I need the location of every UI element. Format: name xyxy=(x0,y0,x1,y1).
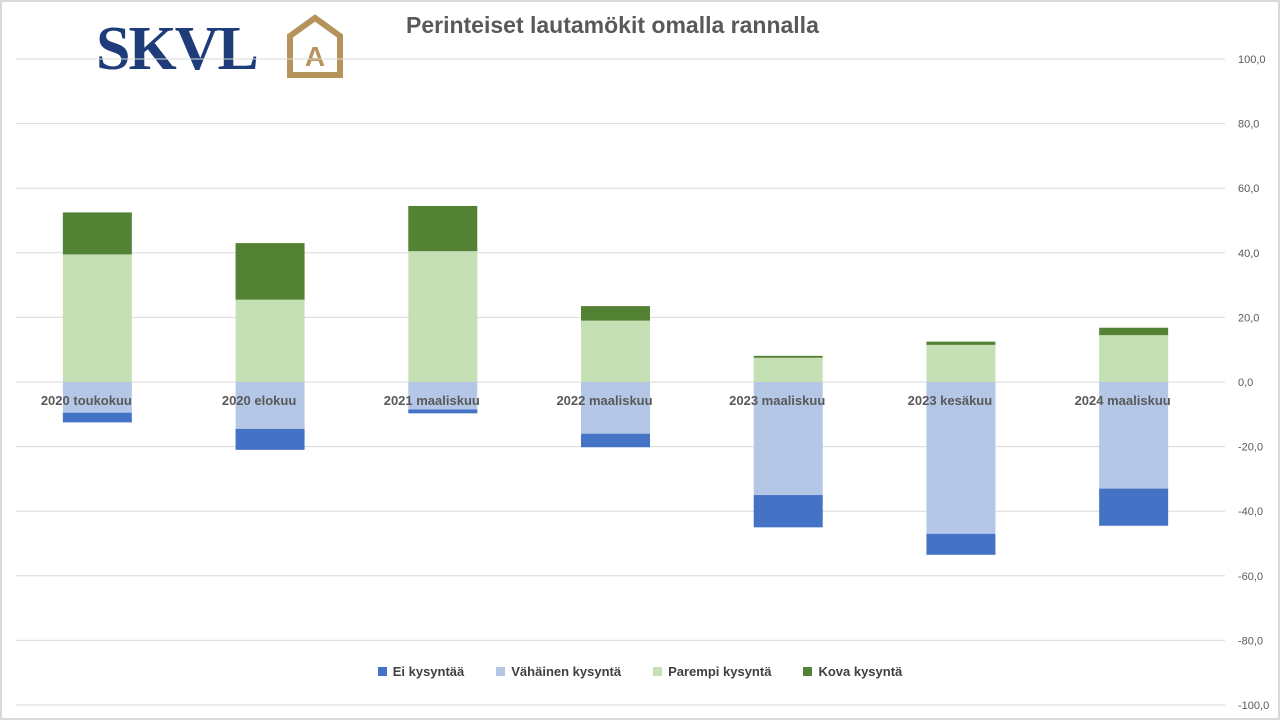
legend-item: Vähäinen kysyntä xyxy=(496,664,621,679)
bar-segment xyxy=(62,212,132,255)
legend-label: Kova kysyntä xyxy=(818,664,903,679)
bar-segment xyxy=(1099,335,1169,382)
bar-segment xyxy=(926,341,996,345)
bar-segment xyxy=(235,243,305,300)
bar-segment xyxy=(581,382,650,434)
bar-segment xyxy=(926,382,996,534)
category-label: 2024 maaliskuu xyxy=(1075,393,1171,408)
y-tick-label: 80,0 xyxy=(1238,119,1259,131)
bar-segment xyxy=(1099,327,1169,336)
category-label: 2020 elokuu xyxy=(222,393,296,408)
bar-segment xyxy=(408,251,478,382)
legend-swatch xyxy=(496,667,506,676)
y-tick-label: 0,0 xyxy=(1238,377,1253,389)
bar-segment xyxy=(753,357,823,382)
bar-segment xyxy=(235,299,305,382)
bar-segment xyxy=(408,205,478,252)
bar-segment xyxy=(926,344,996,382)
y-tick-label: 20,0 xyxy=(1238,312,1259,324)
bar-segment xyxy=(753,495,823,528)
category-label: 2023 maaliskuu xyxy=(729,393,825,408)
legend-swatch xyxy=(377,667,387,676)
bar-segment xyxy=(62,382,132,413)
bar-segment xyxy=(753,355,823,358)
y-tick-label: -40,0 xyxy=(1238,506,1263,518)
legend-swatch xyxy=(653,667,663,676)
legend-item: Kova kysyntä xyxy=(803,664,902,679)
bar-segment xyxy=(62,412,132,423)
bar-segment xyxy=(235,428,305,450)
logo-text: SKVL xyxy=(96,15,259,83)
legend-item: Ei kysyntää xyxy=(377,664,465,679)
category-label: 2022 maaliskuu xyxy=(556,393,652,408)
bar-segment xyxy=(1099,488,1169,526)
y-tick-label: -20,0 xyxy=(1238,442,1263,454)
legend-swatch xyxy=(803,667,813,676)
category-label: 2021 maaliskuu xyxy=(384,393,480,408)
logo-emblem-letter: A xyxy=(305,41,325,72)
y-tick-label: 100,0 xyxy=(1238,54,1266,66)
legend-label: Parempi kysyntä xyxy=(668,664,772,679)
y-tick-label: 60,0 xyxy=(1238,183,1259,195)
logo-house-icon: A xyxy=(287,14,343,78)
bar-segment xyxy=(1099,382,1169,489)
category-label: 2020 toukokuu xyxy=(41,393,132,408)
legend-label: Ei kysyntää xyxy=(392,664,465,679)
bar-segment xyxy=(62,254,132,382)
y-tick-label: -60,0 xyxy=(1238,571,1263,583)
category-label: 2023 kesäkuu xyxy=(908,393,993,408)
y-tick-label: -100,0 xyxy=(1238,700,1269,712)
bar-segment xyxy=(753,382,823,496)
bar-segment xyxy=(926,533,996,555)
legend-item: Parempi kysyntä xyxy=(653,664,771,679)
legend-label: Vähäinen kysyntä xyxy=(511,664,622,679)
y-tick-label: 40,0 xyxy=(1238,248,1259,260)
chart-legend: Ei kysyntää Vähäinen kysyntä Parempi kysyn… xyxy=(0,664,1280,679)
bar-segment xyxy=(408,409,478,414)
bar-segment xyxy=(581,320,650,382)
y-tick-label: -80,0 xyxy=(1238,635,1263,647)
bar-segment xyxy=(235,382,305,429)
bar-segment xyxy=(581,433,650,448)
bar-segment xyxy=(408,382,478,410)
bar-segment xyxy=(581,306,650,321)
chart-title: Perinteiset lautamökit omalla rannalla xyxy=(406,12,819,38)
